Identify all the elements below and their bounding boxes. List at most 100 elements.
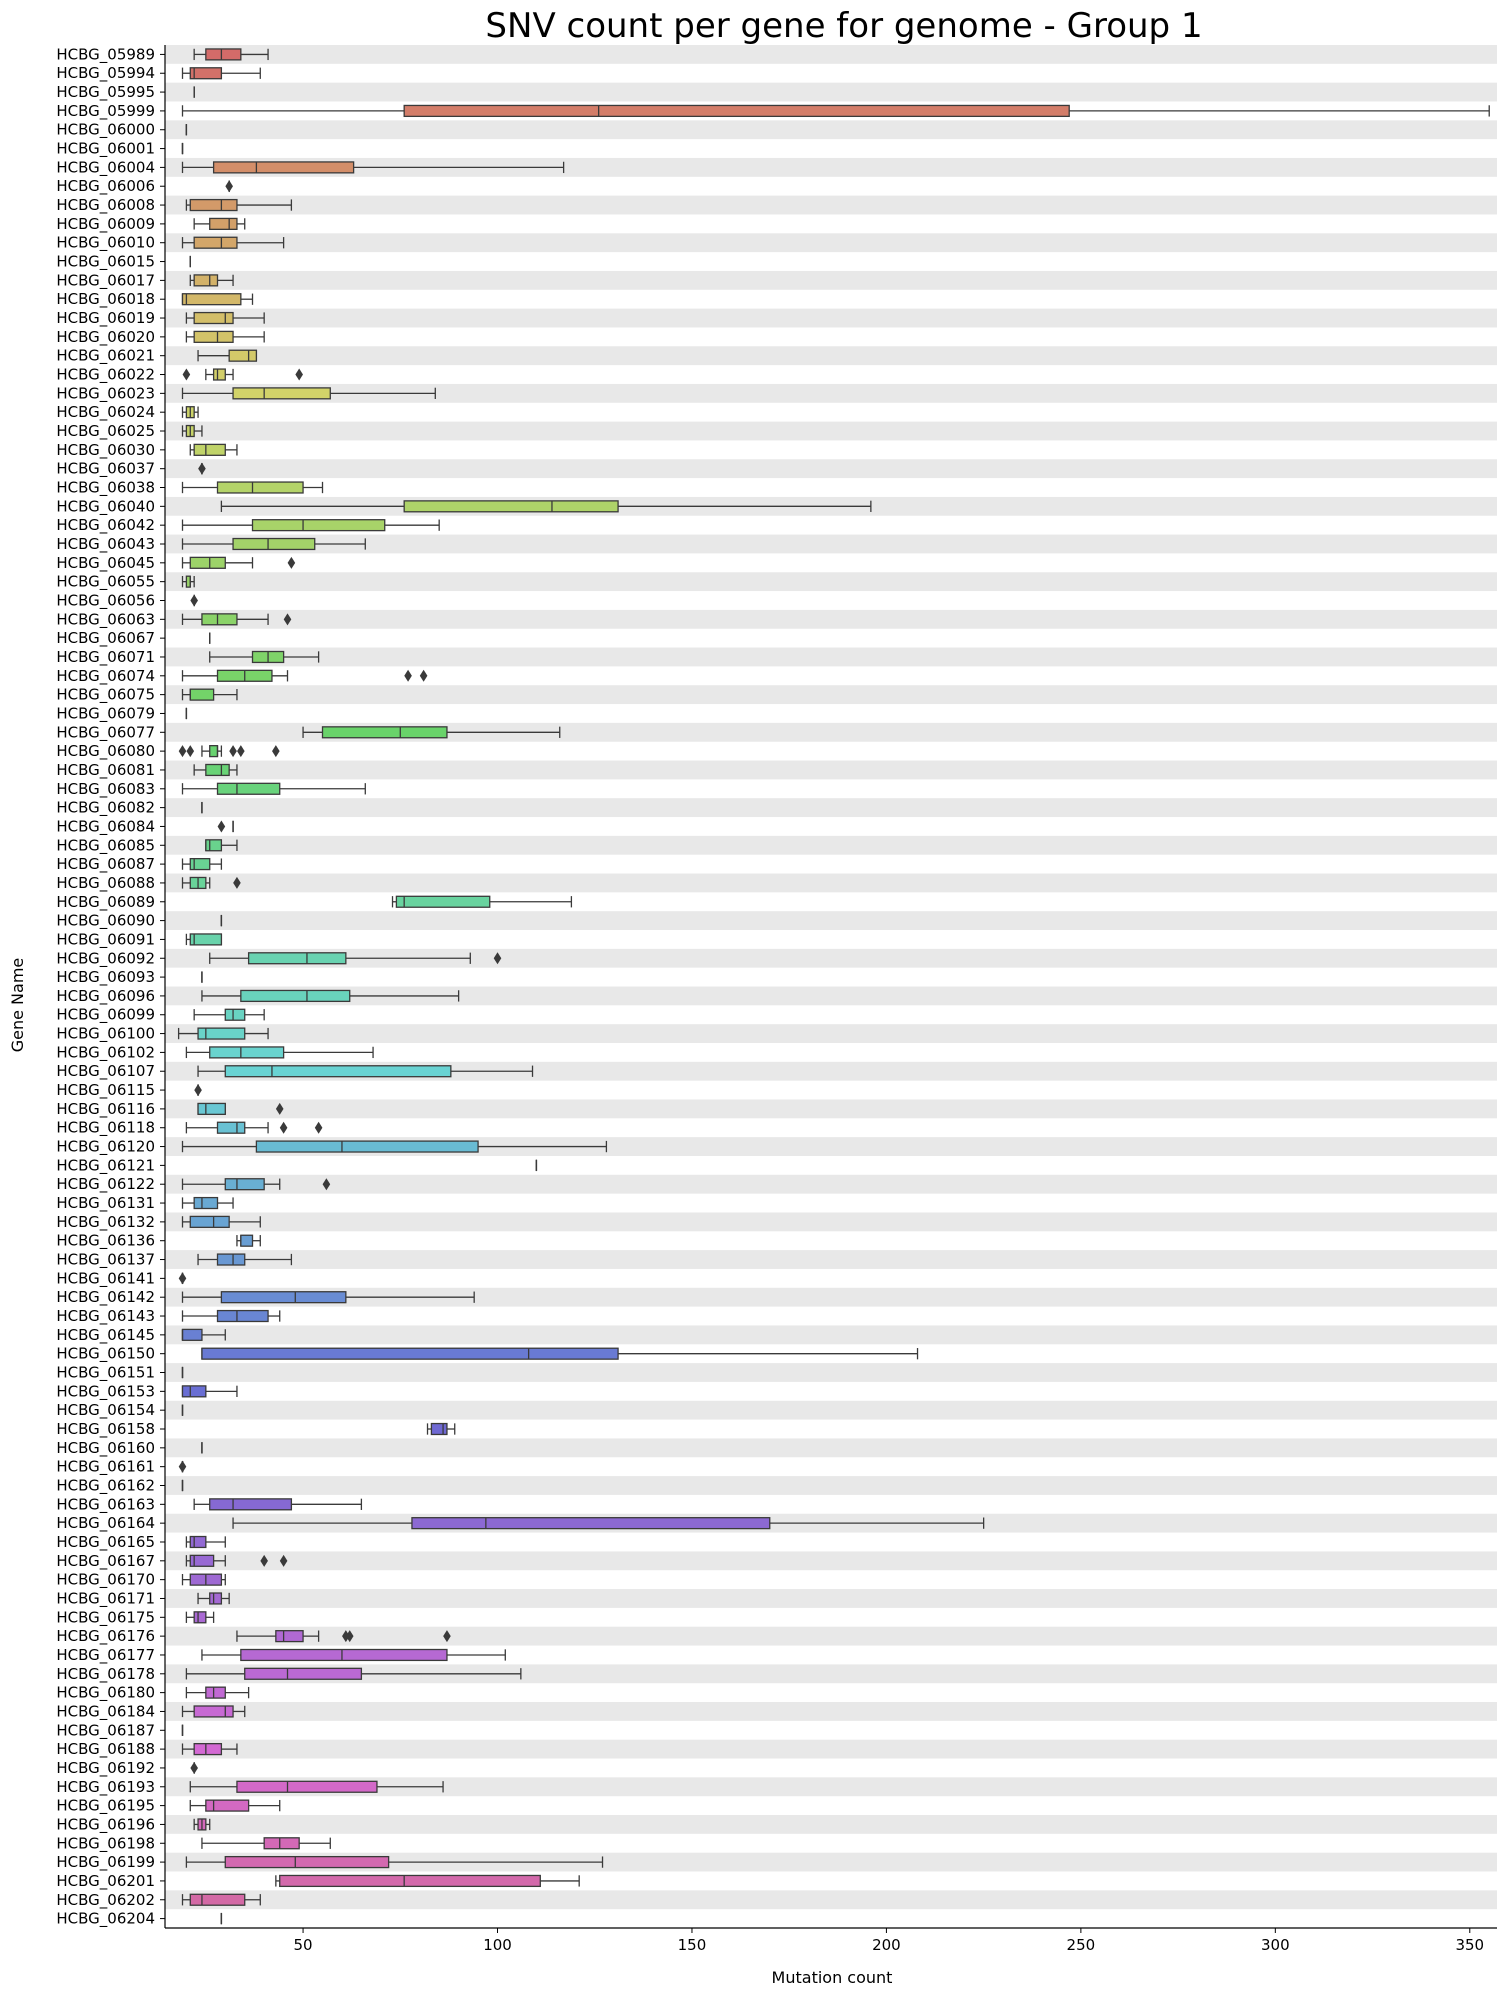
y-tick-label: HCBG_06006 xyxy=(56,177,155,196)
row-band xyxy=(165,1852,1497,1872)
box-hcbg_06177 xyxy=(201,1648,506,1662)
row-band xyxy=(165,1325,1497,1345)
row-band xyxy=(165,685,1497,705)
box-hcbg_06075 xyxy=(181,688,238,701)
box-hcbg_06193 xyxy=(189,1780,444,1793)
y-tick-label: HCBG_06021 xyxy=(56,347,155,366)
row-band xyxy=(165,1777,1497,1797)
y-tick-label: HCBG_06096 xyxy=(56,987,155,1006)
y-tick-label: HCBG_06082 xyxy=(56,799,155,818)
box-hcbg_06083 xyxy=(181,782,366,795)
box-hcbg_06055 xyxy=(181,575,195,588)
y-tick-label: HCBG_06081 xyxy=(56,761,155,780)
box-hcbg_06081 xyxy=(193,763,238,777)
y-tick-label: HCBG_06164 xyxy=(56,1514,155,1533)
y-tick-label: HCBG_06115 xyxy=(56,1081,155,1100)
box-hcbg_06021 xyxy=(197,349,258,362)
y-tick-label: HCBG_05994 xyxy=(56,64,155,83)
y-tick-label: HCBG_06167 xyxy=(56,1552,155,1571)
outlier-point xyxy=(287,556,296,569)
row-band xyxy=(165,233,1497,253)
y-tick-label: HCBG_06171 xyxy=(56,1589,155,1608)
y-tick-label: HCBG_06010 xyxy=(56,234,155,253)
row-band xyxy=(165,1589,1497,1608)
row-band xyxy=(165,1890,1497,1910)
row-band xyxy=(165,911,1497,931)
iqr-box xyxy=(216,782,281,795)
y-tick-label: HCBG_06198 xyxy=(56,1834,155,1853)
box-hcbg_06137 xyxy=(197,1253,293,1266)
box-hcbg_06196 xyxy=(193,1818,211,1831)
y-tick-label: HCBG_06187 xyxy=(56,1721,155,1740)
row-band xyxy=(165,647,1497,667)
iqr-box xyxy=(228,349,258,362)
row-band xyxy=(165,383,1497,403)
y-tick-label: HCBG_06137 xyxy=(56,1251,155,1270)
box-hcbg_06165 xyxy=(185,1535,226,1549)
box-hcbg_06042 xyxy=(181,519,440,532)
box-hcbg_06080 xyxy=(178,745,280,758)
row-band xyxy=(165,1061,1497,1081)
outlier-point xyxy=(178,1460,187,1473)
y-tick-label: HCBG_06045 xyxy=(56,554,155,573)
box-hcbg_06008 xyxy=(185,198,293,212)
box-hcbg_06010 xyxy=(181,236,285,249)
box-hcbg_06161 xyxy=(178,1460,187,1473)
x-tick-label: 200 xyxy=(872,1936,901,1954)
box-hcbg_06063 xyxy=(181,613,292,626)
x-tick-label: 300 xyxy=(1261,1936,1290,1954)
box-hcbg_06132 xyxy=(181,1215,261,1228)
row-band xyxy=(165,1024,1497,1043)
iqr-box xyxy=(193,274,219,287)
y-tick-label: HCBG_06122 xyxy=(56,1175,155,1194)
iqr-box xyxy=(232,387,331,400)
box-hcbg_06188 xyxy=(181,1743,238,1756)
box-hcbg_06040 xyxy=(220,500,872,513)
row-band xyxy=(165,1626,1497,1646)
row-band xyxy=(165,459,1497,479)
box-hcbg_06175 xyxy=(185,1611,215,1624)
x-tick-label: 100 xyxy=(483,1936,512,1954)
iqr-box xyxy=(189,1554,215,1567)
y-tick-label: HCBG_06093 xyxy=(56,968,155,987)
iqr-box xyxy=(209,745,219,758)
iqr-box xyxy=(224,1065,452,1078)
iqr-box xyxy=(247,952,347,965)
row-band xyxy=(165,270,1497,290)
iqr-box xyxy=(181,1328,203,1341)
y-tick-label: HCBG_06107 xyxy=(56,1062,155,1081)
y-tick-label: HCBG_06175 xyxy=(56,1608,155,1627)
iqr-box xyxy=(209,217,238,230)
outlier-point xyxy=(233,876,241,889)
y-tick-label: HCBG_06017 xyxy=(56,271,155,290)
box-hcbg_06009 xyxy=(193,217,246,230)
iqr-box xyxy=(220,1291,347,1304)
y-tick-label: HCBG_06188 xyxy=(56,1740,155,1759)
y-tick-label: HCBG_06141 xyxy=(56,1269,155,1288)
box-hcbg_06004 xyxy=(181,161,565,174)
y-tick-label: HCBG_06056 xyxy=(56,591,155,610)
y-tick-label: HCBG_06184 xyxy=(56,1702,155,1721)
iqr-box xyxy=(216,481,304,494)
y-tick-label: HCBG_06025 xyxy=(56,422,155,441)
box-hcbg_06038 xyxy=(181,481,324,494)
x-tick-label: 50 xyxy=(294,1936,313,1954)
outlier-point xyxy=(493,952,502,965)
iqr-box xyxy=(321,726,448,739)
outlier-point xyxy=(279,1554,288,1567)
box-hcbg_06087 xyxy=(181,857,223,871)
y-tick-label: HCBG_06150 xyxy=(56,1345,155,1364)
outlier-point xyxy=(190,594,198,607)
iqr-box xyxy=(189,67,223,80)
box-hcbg_06201 xyxy=(275,1874,580,1888)
y-tick-label: HCBG_06199 xyxy=(56,1853,155,1872)
y-tick-label: HCBG_06177 xyxy=(56,1646,155,1665)
row-band xyxy=(165,609,1497,629)
row-band xyxy=(165,1400,1497,1420)
chart-title: SNV count per gene for genome - Group 1 xyxy=(485,6,1202,46)
y-axis-title: Gene Name xyxy=(8,958,27,1053)
box-hcbg_06074 xyxy=(181,669,428,682)
y-tick-label: HCBG_06161 xyxy=(56,1458,155,1477)
row-band xyxy=(165,1212,1497,1232)
outlier-point xyxy=(198,462,206,475)
